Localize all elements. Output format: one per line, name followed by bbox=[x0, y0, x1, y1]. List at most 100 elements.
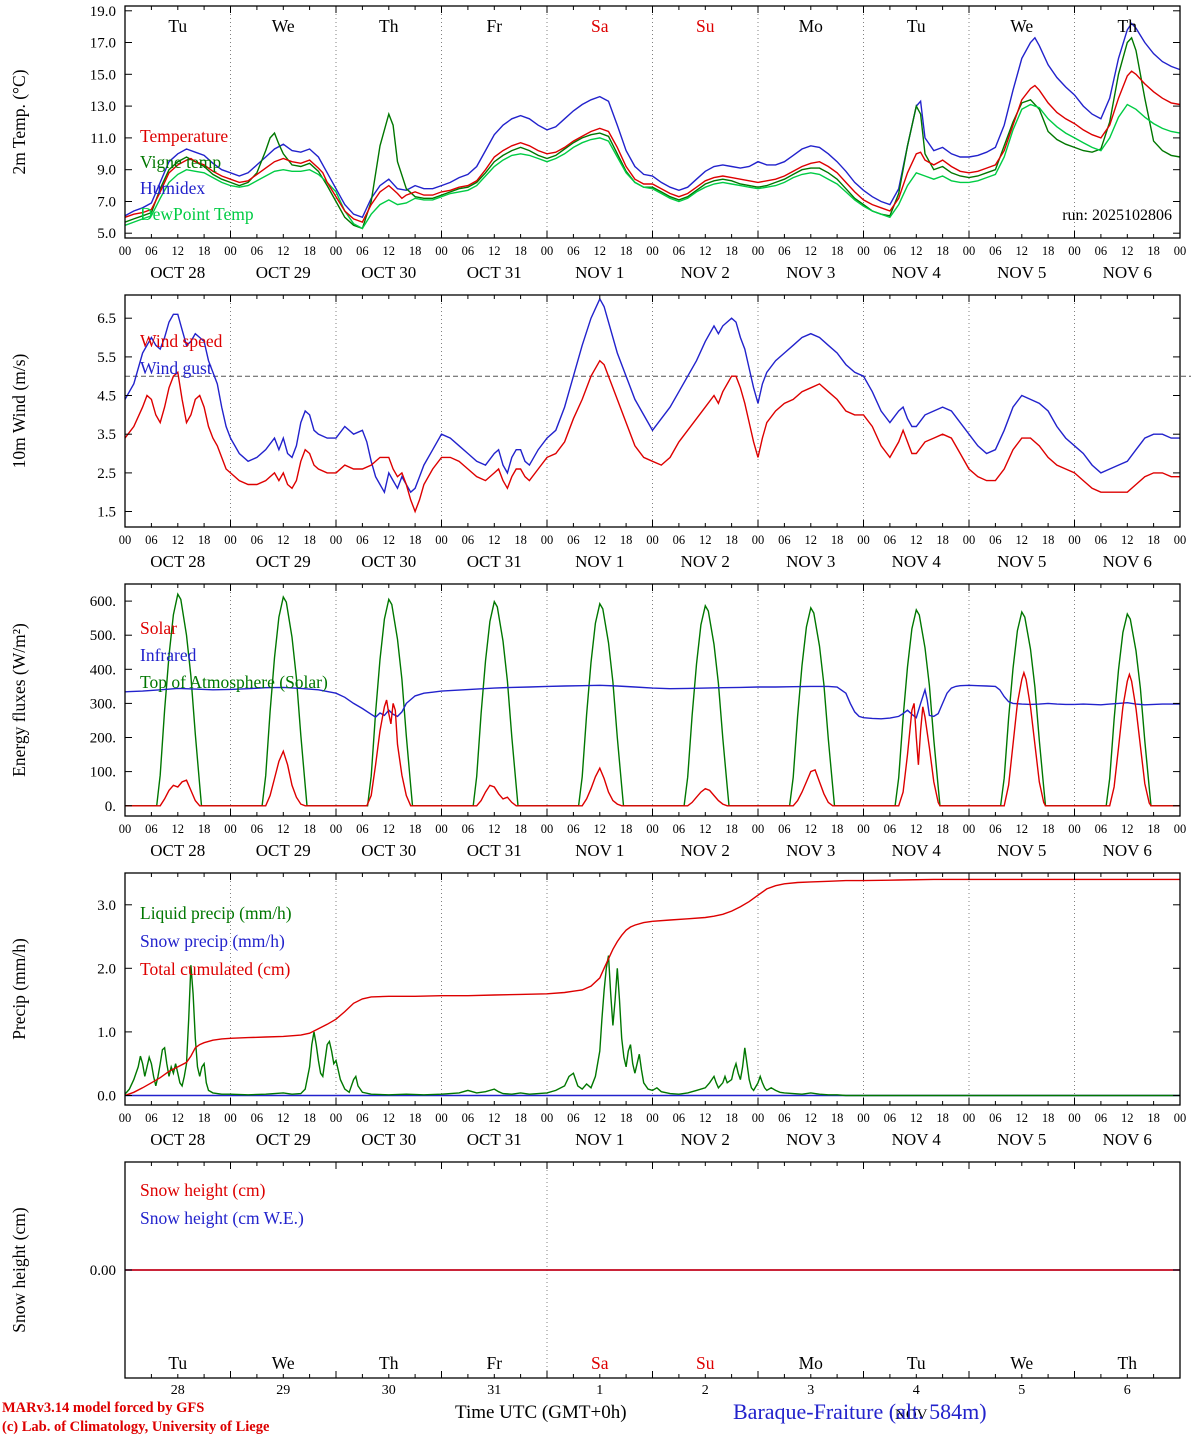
hour-tick-label: 06 bbox=[884, 822, 897, 836]
hour-tick-label: 06 bbox=[673, 822, 686, 836]
weekday-label: Tu bbox=[168, 1353, 187, 1373]
y-tick-label: 13.0 bbox=[90, 99, 116, 115]
date-label: NOV 2 bbox=[681, 1130, 730, 1149]
y-tick-label: 9.0 bbox=[97, 163, 116, 179]
hour-tick-label: 18 bbox=[936, 244, 949, 258]
weekday-label: We bbox=[272, 16, 295, 36]
hour-tick-label: 12 bbox=[805, 1111, 818, 1125]
hour-tick-label: 00 bbox=[646, 533, 659, 547]
y-tick-label: 100. bbox=[90, 765, 116, 781]
date-label: NOV 2 bbox=[681, 841, 730, 860]
hour-tick-label: 18 bbox=[620, 822, 633, 836]
hour-tick-label: 18 bbox=[831, 822, 844, 836]
weekday-label: Sa bbox=[591, 16, 609, 36]
date-label: OCT 31 bbox=[467, 552, 522, 571]
hour-tick-label: 12 bbox=[910, 244, 923, 258]
hour-tick-label: 12 bbox=[383, 1111, 396, 1125]
hour-tick-label: 12 bbox=[805, 244, 818, 258]
y-tick-label: 0. bbox=[105, 799, 116, 815]
legend-dewpoint: DewPoint Temp bbox=[140, 204, 254, 224]
hour-tick-label: 06 bbox=[145, 244, 158, 258]
hour-tick-label: 12 bbox=[1121, 822, 1134, 836]
date-label: NOV 2 bbox=[681, 552, 730, 571]
hour-tick-label: 00 bbox=[752, 533, 765, 547]
footer: MARv3.14 model forced by GFS (c) Lab. of… bbox=[0, 1398, 1194, 1440]
y-tick-label: 200. bbox=[90, 731, 116, 747]
hour-tick-label: 18 bbox=[1042, 1111, 1055, 1125]
date-label: OCT 29 bbox=[256, 841, 311, 860]
hour-tick-label: 12 bbox=[1121, 533, 1134, 547]
weekday-label: Mo bbox=[799, 16, 824, 36]
date-label: OCT 28 bbox=[150, 263, 205, 282]
series-humidex-line bbox=[124, 22, 1181, 219]
hour-tick-label: 12 bbox=[488, 533, 501, 547]
hour-tick-label: 06 bbox=[567, 244, 580, 258]
weekday-label: Mo bbox=[799, 1353, 824, 1373]
hour-tick-label: 18 bbox=[514, 822, 527, 836]
hour-tick-label: 00 bbox=[541, 822, 554, 836]
legend-vigne: Vigne temp bbox=[140, 152, 221, 172]
hour-tick-label: 06 bbox=[1095, 822, 1108, 836]
hour-tick-label: 06 bbox=[778, 1111, 791, 1125]
date-label: OCT 30 bbox=[361, 1130, 416, 1149]
hour-tick-label: 00 bbox=[1068, 822, 1081, 836]
hour-tick-label: 00 bbox=[1174, 1111, 1187, 1125]
hour-tick-label: 00 bbox=[224, 822, 237, 836]
hour-tick-label: 18 bbox=[198, 244, 211, 258]
hour-tick-label: 00 bbox=[752, 244, 765, 258]
hour-tick-label: 12 bbox=[383, 822, 396, 836]
hour-tick-label: 12 bbox=[805, 533, 818, 547]
legend-snow: Snow precip (mm/h) bbox=[140, 931, 285, 951]
hour-tick-label: 00 bbox=[435, 244, 448, 258]
hour-tick-label: 18 bbox=[725, 244, 738, 258]
station-title: Baraque-Fraiture (alt. 584m) bbox=[733, 1399, 987, 1424]
day-number-label: 29 bbox=[276, 1383, 290, 1398]
series-dewpoint-line bbox=[124, 103, 1181, 230]
hour-tick-label: 00 bbox=[119, 822, 132, 836]
y-tick-label: 0.0 bbox=[97, 1089, 116, 1105]
hour-tick-label: 06 bbox=[778, 533, 791, 547]
date-label: OCT 30 bbox=[361, 263, 416, 282]
y-axis-title: Snow height (cm) bbox=[9, 1207, 29, 1333]
series-liquid-precip-line bbox=[124, 955, 1180, 1097]
hour-tick-label: 18 bbox=[936, 822, 949, 836]
y-tick-label: 400. bbox=[90, 662, 116, 678]
y-tick-label: 2.0 bbox=[97, 961, 116, 977]
series-vigne-temp-line bbox=[124, 36, 1181, 230]
hour-tick-label: 00 bbox=[435, 1111, 448, 1125]
weekday-label: We bbox=[1010, 16, 1033, 36]
date-label: NOV 4 bbox=[892, 841, 942, 860]
hour-tick-label: 06 bbox=[567, 822, 580, 836]
hour-tick-label: 12 bbox=[1016, 822, 1029, 836]
credit-line-1: MARv3.14 model forced by GFS bbox=[2, 1400, 205, 1416]
legend-snow-height-we: Snow height (cm W.E.) bbox=[140, 1208, 304, 1228]
hour-tick-label: 06 bbox=[462, 533, 475, 547]
y-axis-title: 2m Temp. (°C) bbox=[9, 69, 29, 174]
date-label: NOV 2 bbox=[681, 263, 730, 282]
y-axis-title: Precip (mm/h) bbox=[9, 938, 29, 1040]
hour-tick-label: 18 bbox=[198, 1111, 211, 1125]
hour-tick-label: 00 bbox=[1174, 244, 1187, 258]
day-number-label: 31 bbox=[487, 1383, 501, 1398]
hour-tick-label: 18 bbox=[725, 822, 738, 836]
hour-tick-label: 18 bbox=[409, 533, 422, 547]
hour-tick-label: 12 bbox=[277, 1111, 290, 1125]
date-label: OCT 31 bbox=[467, 841, 522, 860]
hour-tick-label: 00 bbox=[224, 1111, 237, 1125]
hour-tick-label: 06 bbox=[462, 822, 475, 836]
hour-tick-label: 06 bbox=[989, 822, 1002, 836]
day-number-label: 3 bbox=[807, 1383, 814, 1398]
day-number-label: 4 bbox=[913, 1383, 920, 1398]
hour-tick-label: 12 bbox=[805, 822, 818, 836]
y-tick-label: 0.00 bbox=[90, 1263, 116, 1279]
legend-solar: Solar bbox=[140, 618, 177, 638]
hour-tick-label: 18 bbox=[831, 533, 844, 547]
hour-tick-label: 00 bbox=[963, 1111, 976, 1125]
date-label: NOV 4 bbox=[892, 552, 942, 571]
month-label: NOV bbox=[895, 1407, 928, 1423]
hour-tick-label: 18 bbox=[831, 244, 844, 258]
legend-toa: Top of Atmosphere (Solar) bbox=[140, 672, 328, 692]
hour-tick-label: 18 bbox=[303, 1111, 316, 1125]
hour-tick-label: 06 bbox=[1095, 1111, 1108, 1125]
